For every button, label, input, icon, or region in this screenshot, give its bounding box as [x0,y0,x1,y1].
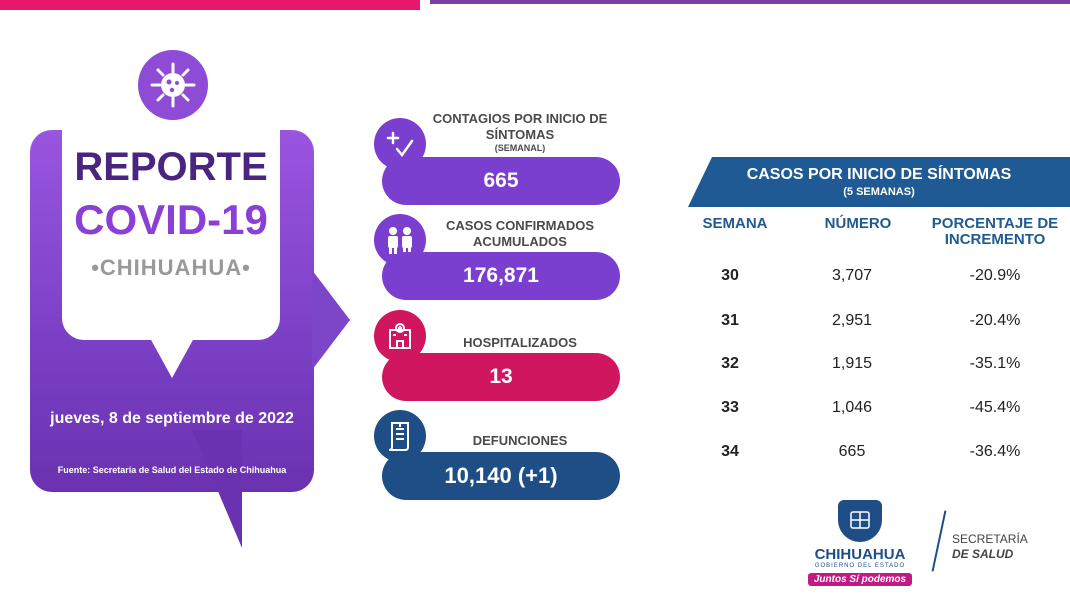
table-header-banner: CASOS POR INICIO DE SÍNTOMAS (5 SEMANAS) [688,157,1070,207]
table-subtitle: (5 SEMANAS) [843,186,915,198]
cell-semana: 30 [721,267,739,284]
stat-value-contagios: 665 [382,157,620,205]
cell-semana: 34 [721,443,739,460]
title-reporte: REPORTE [74,145,268,189]
secretaria-de-salud: SECRETARÍA DE SALUD [952,532,1028,561]
logo-name: CHIHUAHUA [814,546,906,563]
cell-numero: 2,951 [831,312,873,329]
cell-semana: 33 [721,399,739,416]
title-covid: COVID-19 [74,196,268,243]
title-bubble-tail [150,338,194,378]
stat-label-casos: CASOS CONFIRMADOS ACUMULADOS [445,218,595,249]
cell-numero: 665 [838,443,866,460]
cell-numero: 1,046 [831,399,873,416]
cell-porcentaje: -35.1% [969,355,1021,372]
cell-porcentaje: -20.4% [969,312,1021,329]
column-header-numero: NÚMERO [824,215,892,232]
hero-card-arrow [312,270,350,370]
source-note: Fuente: Secretaría de Salud del Estado d… [57,465,287,475]
cell-numero: 1,915 [831,355,873,372]
footer-divider [931,510,947,572]
coat-of-arms-icon [838,500,882,542]
stat-value-hospitalizados: 13 [382,353,620,401]
stat-value-casos: 176,871 [382,252,620,300]
top-accent-bar-magenta [0,0,420,10]
logo-slogan: Juntos Sí podemos [807,573,913,586]
logo-subtitle: GOBIERNO DEL ESTADO [814,563,906,569]
stat-label-contagios: CONTAGIOS POR INICIO DE SÍNTOMAS (SEMANA… [432,111,608,153]
title-bubble [62,100,280,340]
stat-value-defunciones: 10,140 (+1) [382,452,620,500]
title-chihuahua: •CHIHUAHUA• [91,255,251,280]
virus-icon [138,50,208,120]
table-title: CASOS POR INICIO DE SÍNTOMAS [746,166,1012,183]
top-accent-bar-purple [430,0,1070,4]
column-header-porcentaje: PORCENTAJE DE INCREMENTO [931,215,1059,248]
column-header-semana: SEMANA [702,215,768,232]
cell-semana: 32 [721,355,739,372]
cell-semana: 31 [721,312,739,329]
cell-numero: 3,707 [831,267,873,284]
cell-porcentaje: -20.9% [969,267,1021,284]
cell-porcentaje: -36.4% [969,443,1021,460]
cell-porcentaje: -45.4% [969,399,1021,416]
chihuahua-government-logo: CHIHUAHUA GOBIERNO DEL ESTADO Juntos Sí … [806,500,914,587]
hero-card-tail [192,430,242,548]
stat-label-hospitalizados: HOSPITALIZADOS [463,335,577,350]
stat-label-defunciones: DEFUNCIONES [472,433,568,448]
report-date: jueves, 8 de septiembre de 2022 [50,410,294,427]
